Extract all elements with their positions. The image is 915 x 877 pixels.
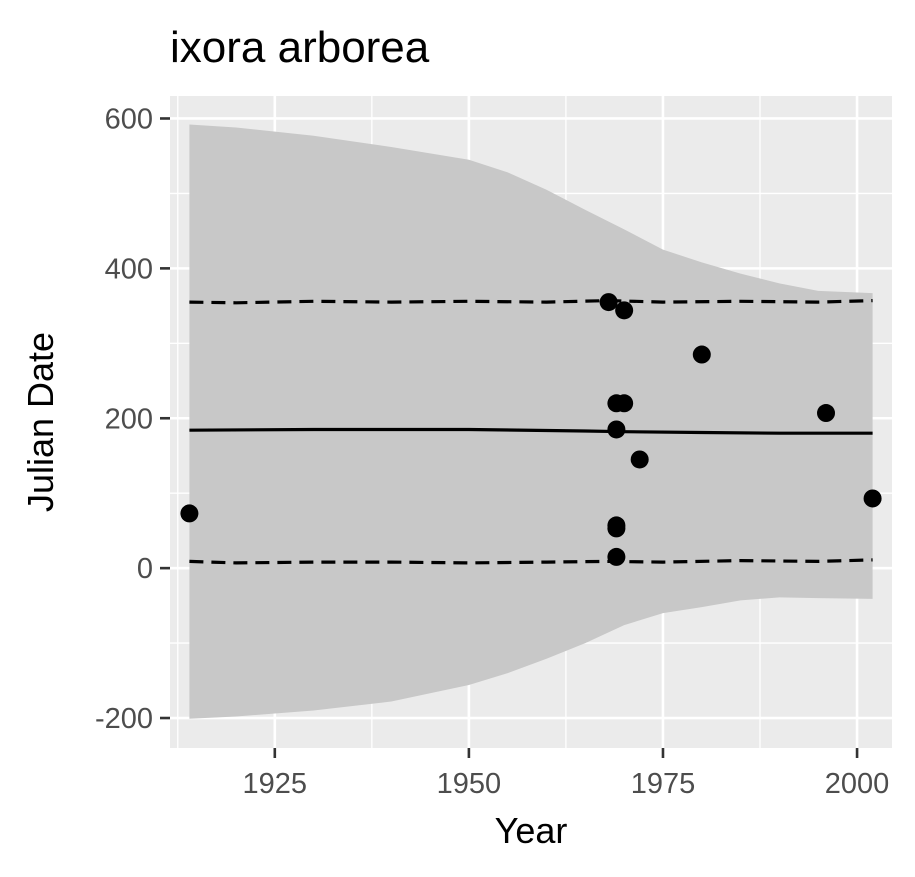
confidence-ribbon: [189, 124, 873, 719]
data-point: [180, 504, 199, 523]
y-tick-label: 400: [105, 253, 153, 285]
y-tick-label: 0: [137, 553, 153, 585]
x-tick-label: 2000: [825, 768, 890, 800]
chart-title: ixora arborea: [170, 23, 430, 72]
y-axis: -200 0 200 400 600: [95, 103, 170, 735]
fit-line: [189, 427, 873, 435]
data-point: [863, 489, 882, 508]
data-point: [607, 519, 626, 538]
data-points: [180, 293, 882, 566]
x-tick-label: 1975: [631, 768, 696, 800]
data-point: [817, 404, 836, 423]
x-tick-label: 1950: [437, 768, 502, 800]
data-point: [692, 345, 711, 364]
y-tick-label: 200: [105, 403, 153, 435]
y-tick-label: 600: [105, 103, 153, 135]
data-point: [615, 301, 634, 320]
data-point: [630, 450, 649, 469]
x-axis-title: Year: [495, 810, 568, 851]
x-axis: 1925 1950 1975 2000: [243, 748, 890, 800]
data-point: [607, 420, 626, 439]
data-point: [599, 293, 618, 312]
y-tick-label: -200: [95, 703, 153, 735]
y-axis-title: Julian Date: [20, 332, 61, 512]
data-point: [615, 394, 634, 413]
data-point: [607, 547, 626, 566]
x-tick-label: 1925: [243, 768, 308, 800]
lower-dashed-line: [189, 558, 873, 565]
upper-dashed-line: [189, 298, 873, 305]
